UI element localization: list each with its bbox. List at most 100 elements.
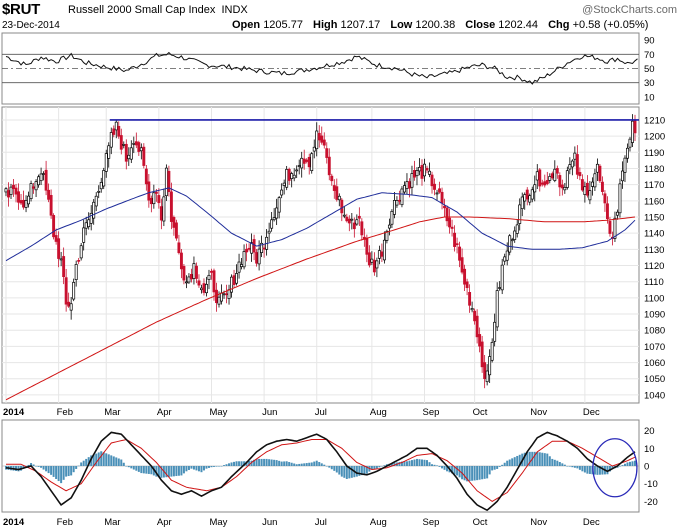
price-y-tick-label: 1210 [644,115,665,126]
candle-body [154,191,158,194]
macd-histogram-bar [363,466,366,475]
macd-histogram-bar [132,466,135,470]
macd-histogram-bar [358,466,361,476]
candle-body [235,273,238,284]
macd-histogram-bar [446,466,449,472]
candle-body [164,167,168,197]
price-x-tick-label: Sep [422,407,439,418]
macd-y-tick-label: 20 [644,426,655,437]
macd-histogram-bar [255,458,258,466]
macd-histogram-bar [55,466,58,479]
chart-date: 23-Dec-2014 [2,20,60,31]
macd-histogram-bar [305,463,308,466]
rsi-y-tick-label: 10 [644,92,655,103]
candle-body [275,207,279,219]
candle-body [99,182,103,190]
macd-histogram-bar [333,466,336,471]
candle-body [84,222,88,229]
macd-histogram-bar [72,466,75,473]
candle-body [17,191,20,203]
rsi-y-tick-label: 90 [644,36,655,47]
macd-histogram-bar [350,466,353,478]
macd-histogram-bar [135,466,138,471]
macd-histogram-bar [588,466,591,474]
candle-body [503,256,507,262]
candle-body [593,173,597,188]
candle-body [505,250,509,261]
candle-body [227,289,231,299]
macd-histogram-bar [32,464,35,466]
candle-body [352,222,356,230]
macd-histogram-bar [483,466,486,479]
candle-body [548,176,552,181]
macd-histogram-bar [45,466,48,472]
candle-body [458,246,462,261]
candle-body [109,132,113,148]
candle-body [107,145,111,159]
macd-histogram-bar [583,466,586,473]
macd-x-tick-label: Sep [422,517,439,528]
macd-histogram-bar [543,453,546,466]
macd-signal-line [6,438,636,502]
macd-histogram-bar [578,466,581,470]
candle-body [372,259,376,273]
candle-body [628,138,632,148]
candle-body [608,221,612,234]
candle-body [29,183,33,199]
candle-body [340,199,344,214]
macd-histogram-bar [538,452,541,466]
macd-histogram-bar [561,463,564,466]
macd-histogram-bar [155,466,158,477]
macd-histogram-bar [328,466,331,468]
macd-histogram-bar [463,466,466,481]
macd-histogram-bar [195,466,198,471]
candle-body [210,270,213,273]
candle-body [245,248,249,253]
candle-body [19,200,23,204]
candle-body [405,181,409,189]
candle-body [240,264,244,267]
candle-body [490,342,494,361]
macd-histogram-bar [628,461,631,466]
candle-body [563,187,567,191]
macd-histogram-bar [228,463,231,466]
macd-histogram-bar [428,462,431,466]
macd-histogram-bar [443,466,446,470]
candle-body [310,153,314,172]
macd-histogram-bar [431,464,434,466]
candle-body [62,256,66,277]
candle-body [267,230,271,234]
macd-histogram-bar [438,466,441,467]
candle-body [413,169,416,178]
candle-body [535,171,539,181]
macd-histogram-bar [533,451,536,466]
macd-histogram-bar [323,464,326,466]
candle-body [337,195,341,201]
rsi-y-tick-label: 30 [644,78,655,89]
macd-histogram-bar [165,466,168,478]
price-x-tick-label: Oct [473,407,488,418]
candle-body [560,184,564,189]
macd-histogram-bar [220,466,223,467]
change-stat: Chg +0.58 (+0.05%) [548,19,649,31]
macd-histogram-bar [37,466,40,467]
macd-histogram-bar [87,457,90,466]
candle-body [129,147,133,160]
candle-body [483,362,487,380]
macd-histogram-bar [65,466,68,477]
macd-histogram-bar [478,466,481,480]
macd-histogram-bar [308,462,311,466]
macd-histogram-bar [375,466,378,469]
macd-histogram-bar [102,452,105,466]
price-y-tick-label: 1130 [644,245,664,256]
macd-histogram-bar [35,466,38,467]
macd-histogram-bar [145,466,148,474]
macd-histogram-bar [596,466,599,475]
price-y-tick-label: 1050 [644,374,665,385]
macd-histogram-bar [481,466,484,480]
macd-x-tick-label: Jul [315,517,327,528]
macd-histogram-bar [451,466,454,474]
macd-x-tick-label: Feb [57,517,73,528]
macd-x-tick-label: 2014 [3,517,25,528]
